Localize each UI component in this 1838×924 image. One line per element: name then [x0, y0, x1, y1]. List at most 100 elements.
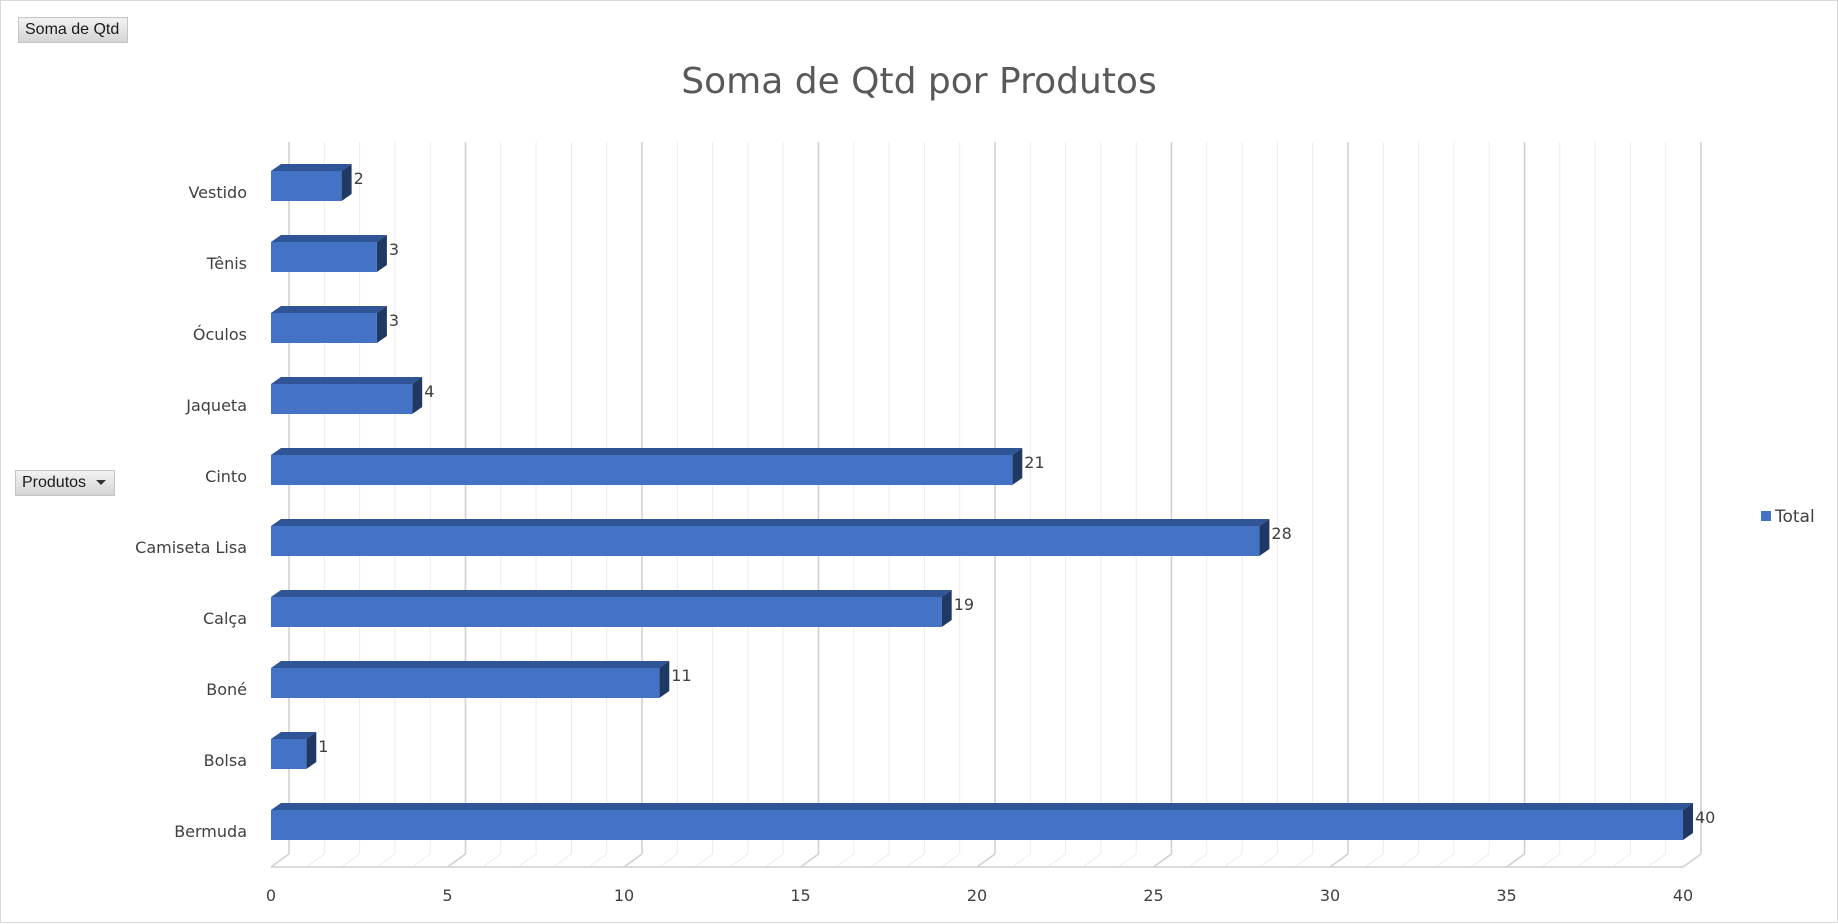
gridline-floor	[1153, 853, 1172, 868]
bar-top	[271, 803, 1693, 810]
gridline-floor	[870, 853, 890, 868]
data-label: 40	[1695, 808, 1715, 827]
axis-field-label: Produtos	[22, 474, 87, 491]
bar-side	[376, 235, 387, 272]
bar-top	[271, 235, 387, 242]
bar	[271, 732, 317, 769]
x-tick-label: 0	[266, 886, 276, 905]
bar	[271, 306, 387, 343]
data-label: 3	[389, 240, 399, 259]
bar-side	[1012, 448, 1023, 485]
bar-front	[271, 810, 1683, 840]
y-tick-label: Bermuda	[174, 822, 247, 841]
gridline-floor	[1117, 853, 1137, 868]
gridline-floor	[1435, 853, 1455, 868]
axis-field-button[interactable]: Produtos	[15, 470, 115, 496]
gridline-floor	[1188, 853, 1208, 868]
gridline-floor	[976, 853, 996, 868]
gridline-floor	[447, 853, 466, 868]
gridlines	[270, 142, 1702, 868]
y-tick-label: Cinto	[205, 467, 247, 486]
gridline-floor	[1223, 853, 1243, 868]
value-field-label: Soma de Qtd	[25, 21, 120, 38]
bar-top	[271, 732, 317, 739]
gridline-floor	[659, 853, 678, 868]
chevron-down-icon	[96, 480, 107, 486]
data-label: 28	[1271, 524, 1291, 543]
gridline-floor	[800, 853, 819, 868]
gridline-floor	[1400, 853, 1419, 868]
gridline-floor	[1365, 853, 1384, 868]
bar-front	[271, 526, 1260, 556]
legend-swatch	[1761, 511, 1771, 521]
gridline-floor	[1082, 853, 1102, 868]
gridline-floor	[1470, 853, 1490, 868]
data-label: 4	[424, 382, 434, 401]
bar-top	[271, 164, 352, 171]
data-label: 11	[671, 666, 691, 685]
bar-front	[271, 455, 1013, 485]
bar-side	[306, 732, 317, 769]
gridline-floor	[411, 853, 431, 868]
bar-top	[271, 448, 1023, 455]
gridline-floor	[1329, 853, 1349, 868]
x-tick-label: 15	[790, 886, 810, 905]
bar	[271, 519, 1270, 556]
gridline-floor	[482, 853, 502, 868]
data-label: 21	[1024, 453, 1044, 472]
bar-side	[376, 306, 387, 343]
bar-top	[271, 519, 1270, 526]
bar	[271, 235, 387, 272]
bar-side	[1259, 519, 1270, 556]
gridline-floor	[694, 853, 713, 868]
y-tick-label: Tênis	[206, 254, 247, 273]
bar-front	[271, 242, 377, 272]
gridline-floor	[553, 853, 572, 868]
gridline-floor	[270, 853, 290, 868]
x-tick-label: 25	[1143, 886, 1163, 905]
bar-top	[271, 590, 952, 597]
gridline-floor	[623, 853, 643, 868]
gridline-floor	[517, 853, 537, 868]
bar-side	[412, 377, 423, 414]
gridline-floor	[1012, 853, 1031, 868]
x-tick-label: 10	[614, 886, 634, 905]
y-tick-label: Óculos	[193, 325, 247, 344]
bar	[271, 590, 952, 627]
gridline-floor	[1259, 853, 1278, 868]
gridline-floor	[1506, 853, 1525, 868]
gridline-floor	[1576, 853, 1596, 868]
y-tick-label: Jaqueta	[185, 396, 247, 415]
legend[interactable]: Total	[1761, 507, 1815, 527]
series-total	[271, 164, 1693, 840]
bar-front	[271, 313, 377, 343]
value-field-button[interactable]: Soma de Qtd	[18, 17, 128, 43]
gridline-floor	[835, 853, 855, 868]
y-tick-label: Vestido	[188, 183, 247, 202]
gridline-floor	[1647, 853, 1666, 868]
y-tick-label: Camiseta Lisa	[135, 538, 247, 557]
bar	[271, 164, 352, 201]
gridline-floor	[1294, 853, 1313, 868]
bar-top	[271, 377, 423, 384]
bar	[271, 377, 423, 414]
x-tick-label: 35	[1496, 886, 1516, 905]
data-label: 1	[318, 737, 328, 756]
data-label: 19	[954, 595, 974, 614]
bar	[271, 448, 1023, 485]
y-tick-label: Calça	[203, 609, 247, 628]
gridline-floor	[341, 853, 360, 868]
bar	[271, 661, 670, 698]
bar-top	[271, 306, 387, 313]
x-tick-label: 40	[1673, 886, 1693, 905]
gridline-floor	[1682, 853, 1702, 868]
x-tick-label: 30	[1320, 886, 1340, 905]
x-tick-label: 5	[442, 886, 452, 905]
x-tick-label: 20	[967, 886, 987, 905]
bar-front	[271, 739, 307, 769]
bar-side	[341, 164, 352, 201]
data-label: 2	[354, 169, 364, 188]
gridline-floor	[1047, 853, 1066, 868]
gridline-floor	[588, 853, 607, 868]
